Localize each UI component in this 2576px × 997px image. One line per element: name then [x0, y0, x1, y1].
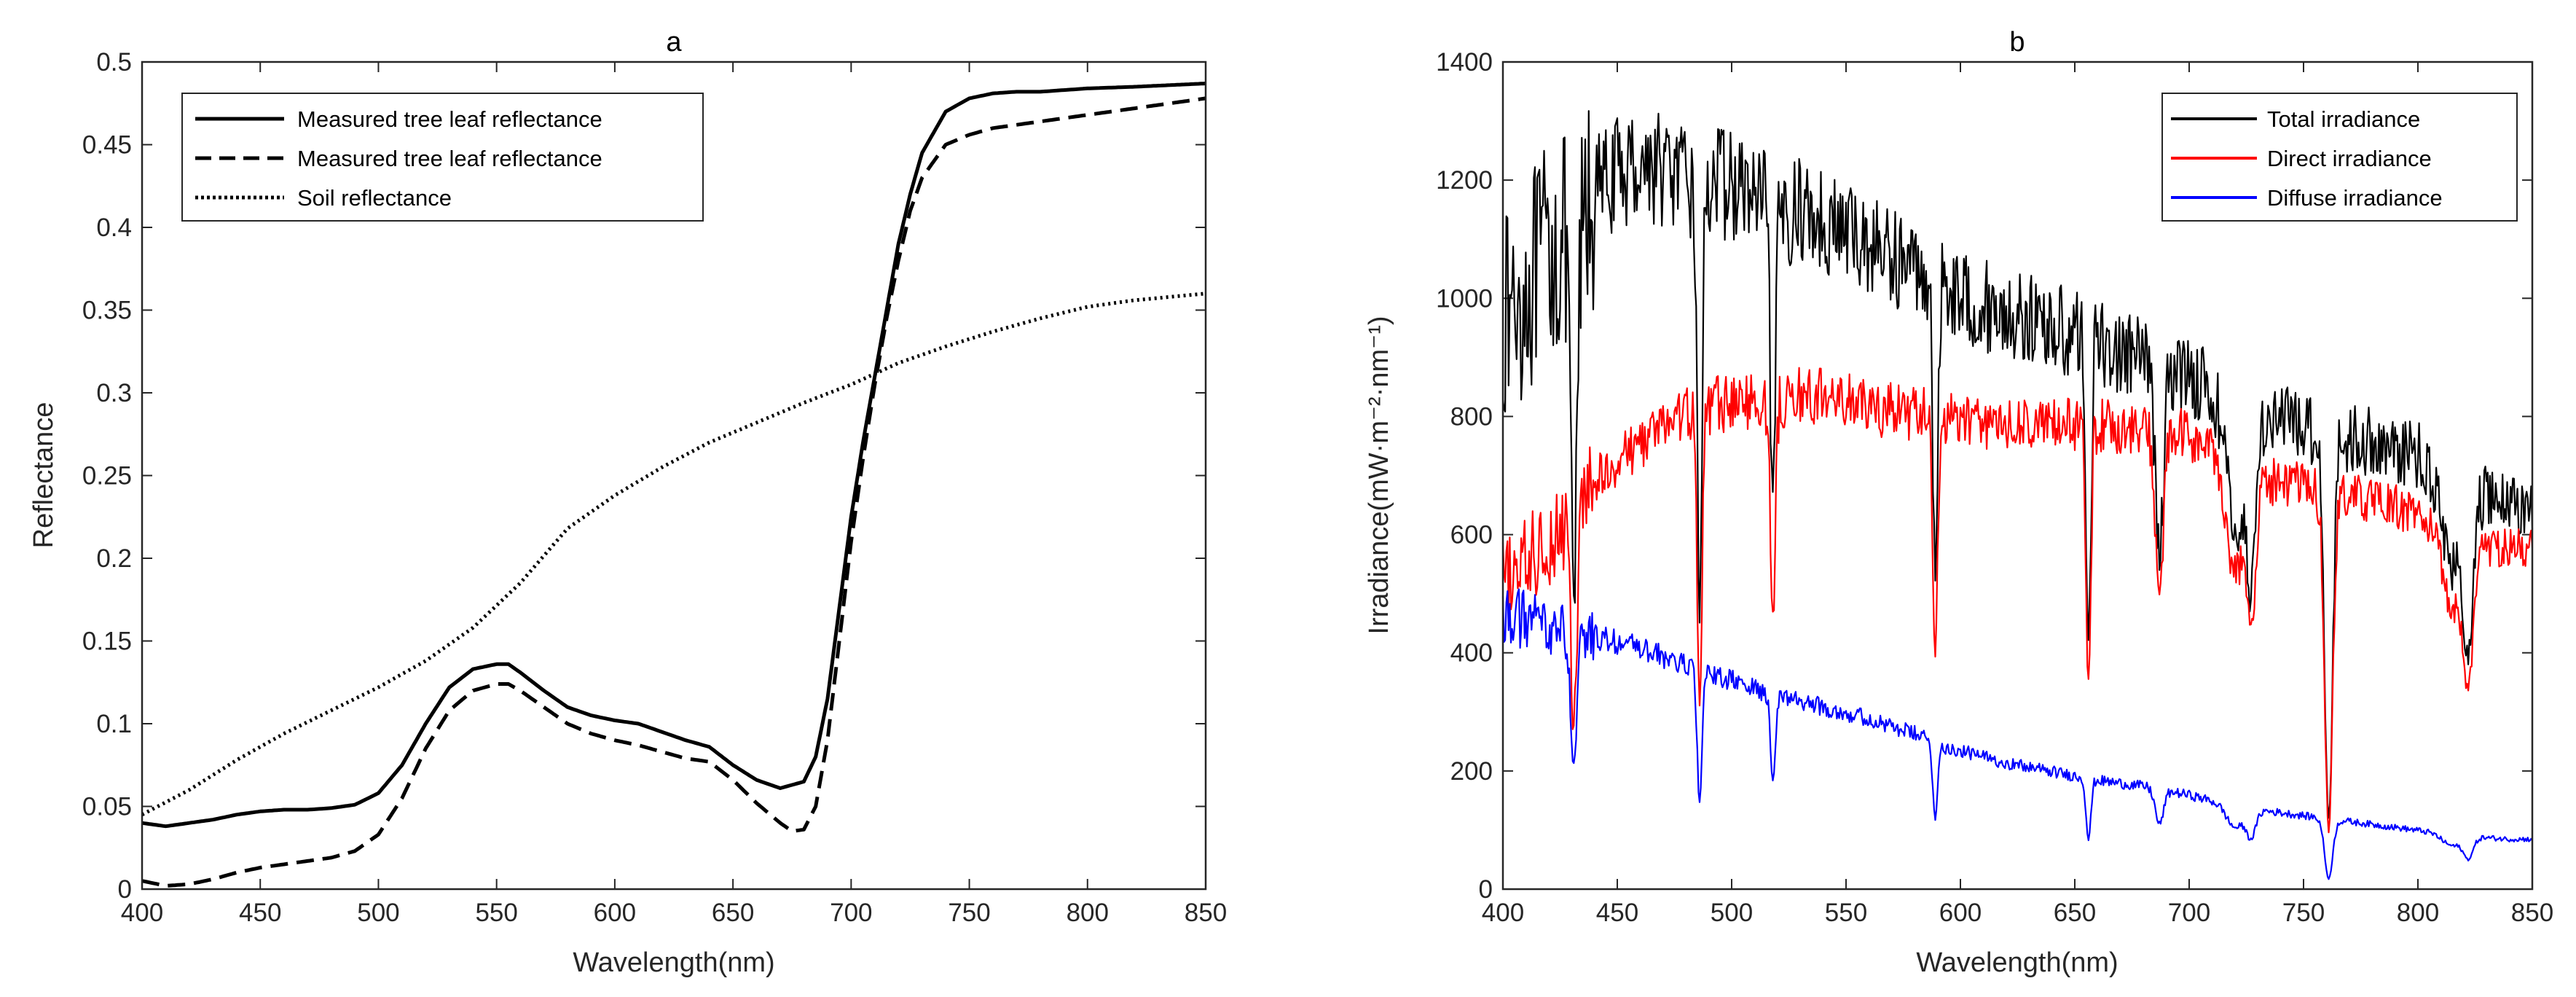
x-tick-label: 650 [2054, 899, 2096, 927]
y-tick-label: 0.3 [96, 379, 132, 407]
y-tick-label: 1400 [1436, 48, 1493, 77]
y-tick-label: 200 [1450, 757, 1493, 786]
y-tick-label: 0.5 [96, 48, 132, 77]
x-tick-label: 650 [712, 899, 754, 927]
x-tick-label: 600 [1939, 899, 1982, 927]
y-tick-label: 0.15 [82, 627, 132, 656]
panel-b-x-tick-labels: 400 450 500 550 600 650 700 750 800 850 [1482, 899, 2553, 927]
x-tick-label: 550 [475, 899, 517, 927]
legend-label-direct: Direct irradiance [2267, 146, 2432, 171]
panel-b-legend: Total irradiance Direct irradiance Diffu… [2161, 93, 2518, 222]
y-tick-label: 1000 [1436, 284, 1493, 313]
series-line-diffuse-irradiance [1501, 588, 2533, 880]
x-tick-label: 500 [1711, 899, 1753, 927]
y-tick-label: 0.25 [82, 462, 132, 490]
legend-label-measured-solid: Measured tree leaf reflectance [297, 106, 602, 132]
legend-label-diffuse: Diffuse irradiance [2267, 185, 2443, 211]
x-tick-label: 500 [357, 899, 399, 927]
x-tick-label: 850 [1185, 899, 1227, 927]
x-tick-label: 600 [594, 899, 636, 927]
y-tick-label: 0 [118, 875, 132, 904]
legend-label-measured-dashed: Measured tree leaf reflectance [297, 146, 602, 171]
panel-b-plot-frame [1501, 60, 2534, 891]
x-tick-label: 450 [239, 899, 281, 927]
y-tick-label: 0.45 [82, 131, 132, 160]
x-tick-label: 800 [2397, 899, 2439, 927]
series-line-total-irradiance [1501, 110, 2534, 819]
y-tick-label: 0.2 [96, 544, 132, 573]
x-tick-label: 450 [1596, 899, 1638, 927]
x-tick-label: 400 [1482, 899, 1524, 927]
panel-b-y-axis-label: Irradiance(mW·m⁻²·nm⁻¹) [1364, 316, 1394, 635]
legend-label-total: Total irradiance [2267, 106, 2420, 132]
legend-label-soil: Soil reflectance [297, 185, 452, 211]
panel-b-x-axis-label: Wavelength(nm) [1916, 947, 2118, 978]
panel-a-x-tick-labels: 400 450 500 550 600 650 700 750 800 850 [121, 899, 1227, 927]
panel-b-ticks [1502, 61, 2533, 890]
panel-b-series [1501, 110, 2534, 880]
y-tick-label: 400 [1450, 639, 1493, 668]
y-tick-label: 1200 [1436, 166, 1493, 195]
panel-a-y-tick-labels: 0 0.05 0.1 0.15 0.2 0.25 0.3 0.35 0.4 0.45 0.5 [82, 48, 132, 904]
y-tick-label: 0 [1479, 875, 1493, 904]
x-tick-label: 400 [121, 899, 163, 927]
x-tick-label: 750 [948, 899, 990, 927]
series-line-direct-irradiance [1501, 367, 2534, 834]
y-tick-label: 0.35 [82, 297, 132, 325]
series-line-dashed [141, 96, 1206, 888]
panel-b-title: b [2009, 27, 2025, 58]
x-tick-label: 850 [2511, 899, 2553, 927]
panel-a-x-axis-label: Wavelength(nm) [573, 947, 774, 978]
y-tick-label: 800 [1450, 402, 1493, 431]
panel-b-chart: b 400 450 500 550 600 650 700 750 800 850 0 200 400… [1364, 27, 2553, 978]
y-tick-label: 0.05 [82, 793, 132, 821]
panel-a-series [141, 82, 1206, 888]
x-tick-label: 800 [1067, 899, 1109, 927]
x-tick-label: 700 [2168, 899, 2210, 927]
series-line-solid [141, 82, 1206, 829]
y-tick-label: 0.1 [96, 710, 132, 738]
panel-a-chart: a 400 450 500 550 600 650 700 750 800 850 0 0.05 0.… [28, 27, 1227, 978]
x-tick-label: 550 [1825, 899, 1867, 927]
panel-a-y-axis-label: Reflectance [28, 402, 59, 549]
panel-b-y-tick-labels: 0 200 400 600 800 1000 1200 1400 [1436, 48, 1493, 904]
y-tick-label: 600 [1450, 521, 1493, 550]
panel-a-plot-frame [141, 60, 1207, 891]
x-tick-label: 750 [2282, 899, 2325, 927]
panel-a-title: a [666, 27, 682, 58]
x-tick-label: 700 [830, 899, 872, 927]
y-tick-label: 0.4 [96, 214, 132, 242]
panel-a-legend: Measured tree leaf reflectance Measured … [181, 93, 704, 222]
